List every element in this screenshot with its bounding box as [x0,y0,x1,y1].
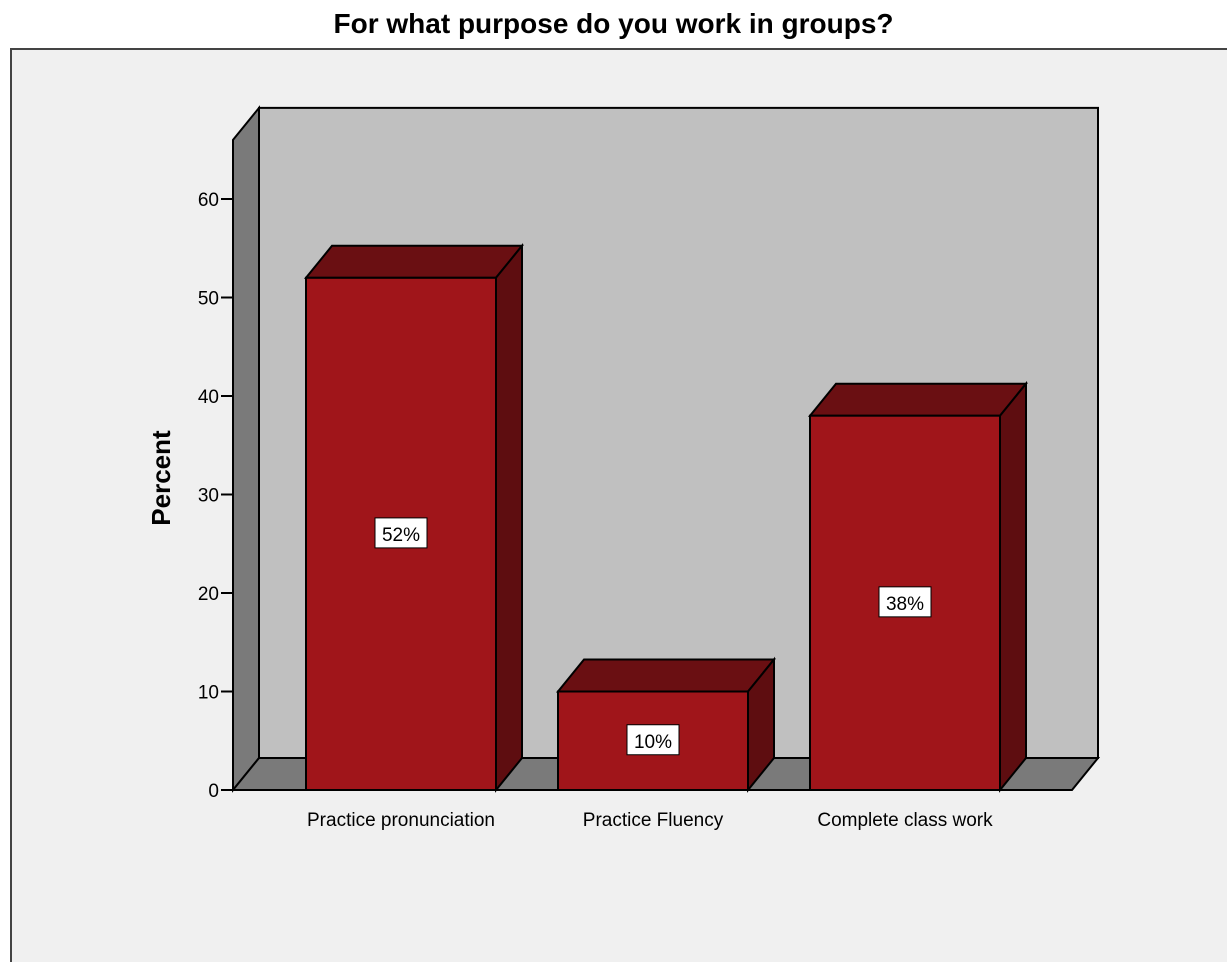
x-tick-label: Practice pronunciation [307,810,495,831]
data-label-box [626,724,680,756]
bar: 10% [555,656,777,793]
data-label: 52% [382,525,420,546]
bar: 52% [303,242,525,793]
bar-side [495,242,523,793]
bar-top [303,244,525,279]
side-wall [232,105,260,793]
x-tick-label: Practice Fluency [583,810,724,831]
bar-top [555,658,777,693]
bar-top [807,382,1029,417]
data-label: 38% [886,594,924,615]
y-tick-label: 0 [208,781,219,802]
bar: 38% [807,380,1029,793]
y-tick-label: 50 [198,289,219,310]
data-label-box [374,517,428,549]
y-axis-title: Percent [146,430,176,526]
y-tick-label: 60 [198,190,219,211]
y-axis: 0 10 20 30 40 50 60 [198,190,234,802]
bars: 52% 10% 38% [303,242,1029,793]
data-label-box [878,586,932,618]
bar-side [999,380,1027,793]
x-tick-label: Complete class work [817,810,993,831]
data-label: 10% [634,732,672,753]
y-tick-label: 40 [198,387,219,408]
y-tick-label: 20 [198,584,219,605]
chart-title: For what purpose do you work in groups? [333,8,894,39]
y-tick-label: 30 [198,486,219,507]
x-axis-labels: Practice pronunciation Practice Fluency Co… [307,810,993,831]
y-tick-label: 10 [198,683,219,704]
